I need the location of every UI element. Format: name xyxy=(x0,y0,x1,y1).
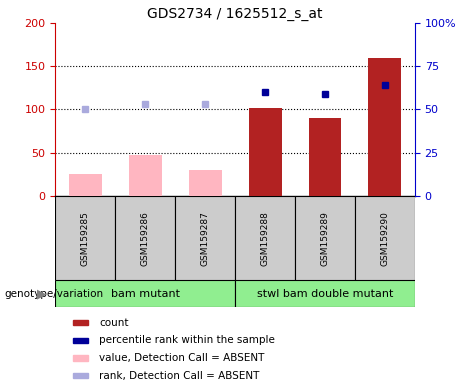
Bar xyxy=(189,170,222,196)
Bar xyxy=(55,280,235,307)
Bar xyxy=(73,338,89,343)
Bar xyxy=(295,196,355,280)
Bar xyxy=(235,196,295,280)
Bar xyxy=(55,196,115,280)
Bar xyxy=(308,118,342,196)
Bar xyxy=(368,58,402,196)
Bar xyxy=(73,355,89,361)
Text: GSM159290: GSM159290 xyxy=(380,211,390,265)
Text: GSM159286: GSM159286 xyxy=(141,211,150,265)
Bar xyxy=(69,174,102,196)
Text: value, Detection Call = ABSENT: value, Detection Call = ABSENT xyxy=(99,353,265,363)
Text: GSM159287: GSM159287 xyxy=(201,211,210,265)
Bar xyxy=(175,196,235,280)
Bar xyxy=(129,155,162,196)
Text: rank, Detection Call = ABSENT: rank, Detection Call = ABSENT xyxy=(99,371,260,381)
Text: genotype/variation: genotype/variation xyxy=(5,289,104,299)
Title: GDS2734 / 1625512_s_at: GDS2734 / 1625512_s_at xyxy=(148,7,323,21)
Bar xyxy=(355,196,415,280)
Text: ▶: ▶ xyxy=(36,287,46,300)
Text: GSM159288: GSM159288 xyxy=(260,211,270,265)
Text: GSM159285: GSM159285 xyxy=(81,211,90,265)
Text: count: count xyxy=(99,318,129,328)
Bar xyxy=(115,196,175,280)
Bar xyxy=(235,280,415,307)
Text: stwl bam double mutant: stwl bam double mutant xyxy=(257,289,393,299)
Bar xyxy=(248,108,282,196)
Bar xyxy=(73,320,89,325)
Text: bam mutant: bam mutant xyxy=(111,289,180,299)
Text: GSM159289: GSM159289 xyxy=(320,211,330,265)
Bar xyxy=(73,373,89,378)
Text: percentile rank within the sample: percentile rank within the sample xyxy=(99,335,275,345)
